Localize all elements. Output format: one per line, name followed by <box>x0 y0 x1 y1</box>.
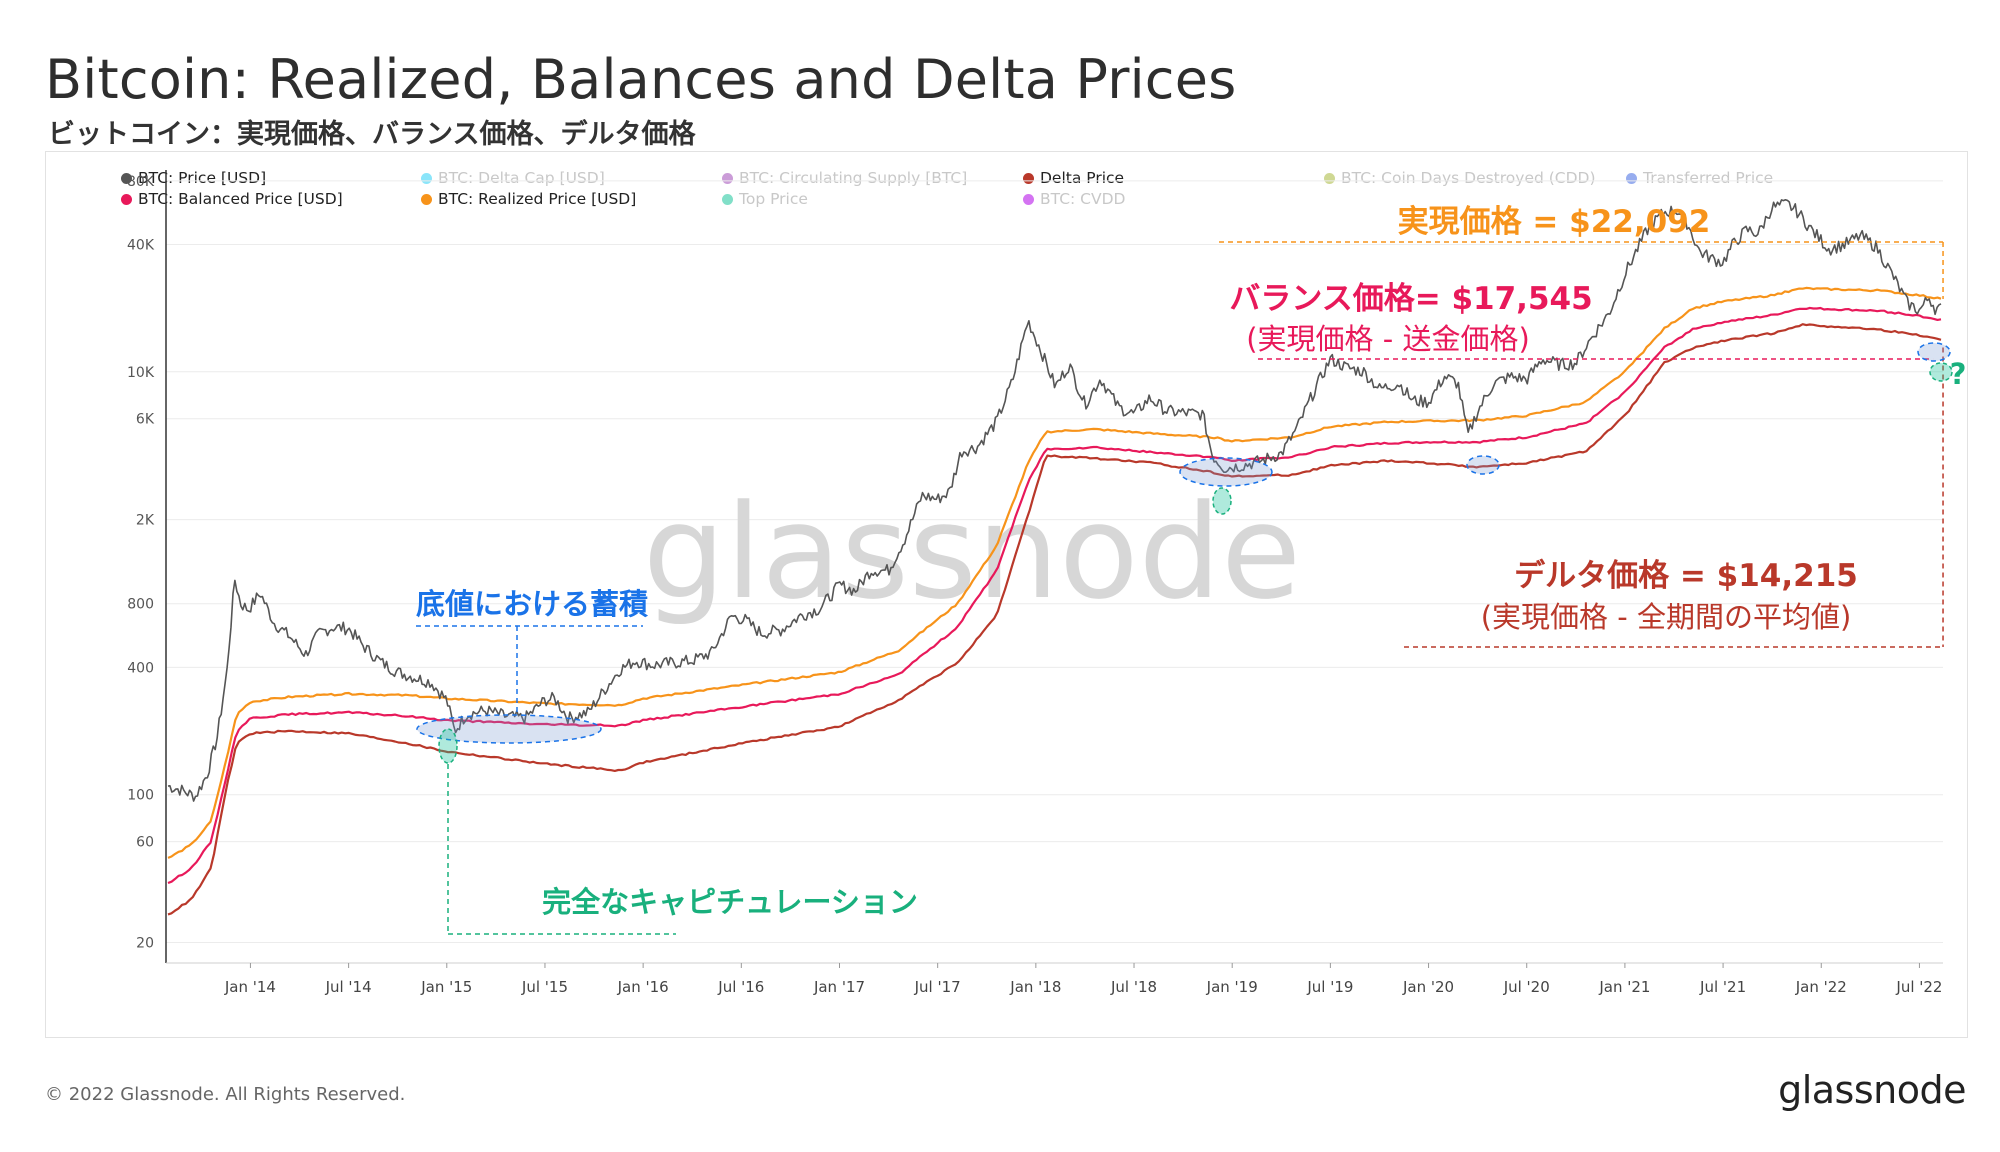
legend-label: BTC: Delta Cap [USD] <box>438 169 605 187</box>
x-tick-label: Jul '21 <box>1699 978 1746 996</box>
x-tick-label: Jan '17 <box>813 978 865 996</box>
legend-item[interactable]: BTC: CVDD <box>1023 190 1125 208</box>
legend-dot <box>1324 172 1335 184</box>
x-tick-label: Jan '20 <box>1402 978 1454 996</box>
page-title: Bitcoin: Realized, Balances and Delta Pr… <box>45 48 1237 111</box>
realized-price-label: 実現価格 = $22,092 <box>1398 204 1711 240</box>
x-tick-label: Jan '16 <box>617 978 669 996</box>
x-tick-label: Jan '19 <box>1206 978 1258 996</box>
legend-item[interactable]: BTC: Coin Days Destroyed (CDD) <box>1324 169 1596 187</box>
legend-dot <box>1626 172 1637 184</box>
legend-label: BTC: Coin Days Destroyed (CDD) <box>1341 169 1596 187</box>
legend-label: BTC: Balanced Price [USD] <box>138 190 343 208</box>
y-axis: 20 60 100 400 800 2K 6K 10K 40K 80K <box>127 170 167 963</box>
accumulation-zone <box>1466 455 1500 475</box>
legend-item[interactable]: Transferred Price <box>1626 169 1773 187</box>
x-tick-label: Jul '15 <box>521 978 568 996</box>
x-tick-label: Jul '18 <box>1110 978 1157 996</box>
y-tick-label: 60 <box>136 835 154 851</box>
legend-item[interactable]: BTC: Balanced Price [USD] <box>121 190 343 208</box>
y-tick-label: 2K <box>136 513 155 529</box>
y-tick-label: 10K <box>127 365 155 381</box>
x-tick-label: Jul '19 <box>1306 978 1353 996</box>
x-tick-label: Jan '18 <box>1009 978 1061 996</box>
x-tick-label: Jul '22 <box>1895 978 1942 996</box>
capitulation-marker <box>1212 487 1232 515</box>
copyright: © 2022 Glassnode. All Rights Reserved. <box>45 1084 406 1105</box>
series-line-delta <box>167 323 1942 916</box>
capitulation-label: 完全なキャピチュレーション <box>542 885 918 919</box>
legend-dot <box>421 193 432 205</box>
series-layer <box>167 199 1942 916</box>
accumulation-zone <box>1179 457 1273 487</box>
question-mark: ? <box>1950 357 1967 391</box>
x-tick-label: Jan '14 <box>224 978 276 996</box>
x-axis: Jan '14 Jul '14 Jan '15 Jul '15 Jan '16 Jul '… <box>166 962 1943 996</box>
legend-label: BTC: Circulating Supply [BTC] <box>739 169 968 187</box>
accumulation-zone <box>416 714 602 744</box>
x-tick-label: Jan '22 <box>1795 978 1847 996</box>
y-tick-label: 400 <box>127 660 154 676</box>
legend-label: BTC: CVDD <box>1040 190 1126 208</box>
accumulation-label: 底値における蓄積 <box>416 587 648 621</box>
legend-label: BTC: Realized Price [USD] <box>438 190 637 208</box>
legend-label: Top Price <box>739 190 808 208</box>
legend-item[interactable]: BTC: Price [USD] <box>121 169 266 187</box>
legend-dot <box>722 193 733 205</box>
annotation-overlay: 実現価格 = $22,092 バランス価格= $17,545 (実現価格 - 送金価… <box>416 204 1967 935</box>
x-tick-label: Jan '15 <box>420 978 472 996</box>
x-tick-label: Jul '16 <box>717 978 764 996</box>
legend-dot <box>722 172 733 184</box>
legend-label: Transferred Price <box>1643 169 1774 187</box>
capitulation-marker <box>1929 362 1953 382</box>
grid <box>166 180 1943 944</box>
page-subtitle: ビットコイン：実現価格、バランス価格、デルタ価格 <box>48 119 696 150</box>
y-tick-label: 100 <box>127 788 154 804</box>
delta-price-label: デルタ価格 = $14,215 <box>1514 558 1858 594</box>
delta-price-sublabel: (実現価格 - 全期間の平均値) <box>1481 600 1852 634</box>
balanced-price-sublabel: (実現価格 - 送金価格) <box>1246 322 1530 356</box>
brand-logo: glassnode <box>1778 1068 1966 1112</box>
series-line-realized <box>167 286 1942 859</box>
x-tick-label: Jan '21 <box>1598 978 1650 996</box>
legend-dot <box>121 172 132 184</box>
capitulation-marker <box>438 728 458 764</box>
x-tick-label: Jul '17 <box>914 978 961 996</box>
x-tick-label: Jul '20 <box>1503 978 1550 996</box>
legend-item[interactable]: Top Price <box>722 190 808 208</box>
legend-dot <box>121 193 132 205</box>
legend-item[interactable]: BTC: Circulating Supply [BTC] <box>722 169 967 187</box>
y-tick-label: 6K <box>136 412 155 428</box>
legend-item[interactable]: BTC: Delta Cap [USD] <box>421 169 605 187</box>
x-tick-label: Jul '14 <box>325 978 372 996</box>
legend-dot <box>1023 193 1034 205</box>
watermark: glassnode <box>643 476 1301 628</box>
accumulation-zone <box>1917 342 1951 362</box>
legend-item[interactable]: BTC: Realized Price [USD] <box>421 190 636 208</box>
y-tick-label: 800 <box>127 597 154 613</box>
legend-dot <box>1023 172 1034 184</box>
balanced-price-label: バランス価格= $17,545 <box>1229 281 1592 317</box>
y-tick-label: 20 <box>136 936 154 952</box>
legend-item[interactable]: Delta Price <box>1023 169 1124 187</box>
y-tick-label: 80K <box>127 174 155 190</box>
legend-label: Delta Price <box>1040 169 1125 187</box>
legend-label: BTC: Price [USD] <box>138 169 267 187</box>
chart-canvas: glassnode 実現価格 = $22,092 バランス価格= $17,545 (… <box>127 170 1967 996</box>
legend-dot <box>421 172 432 184</box>
series-line-price <box>167 199 1942 802</box>
y-tick-label: 40K <box>127 237 155 253</box>
chart-panel: BTC: Price [USD] BTC: Delta Cap [USD] BTC:… <box>45 151 1968 1038</box>
